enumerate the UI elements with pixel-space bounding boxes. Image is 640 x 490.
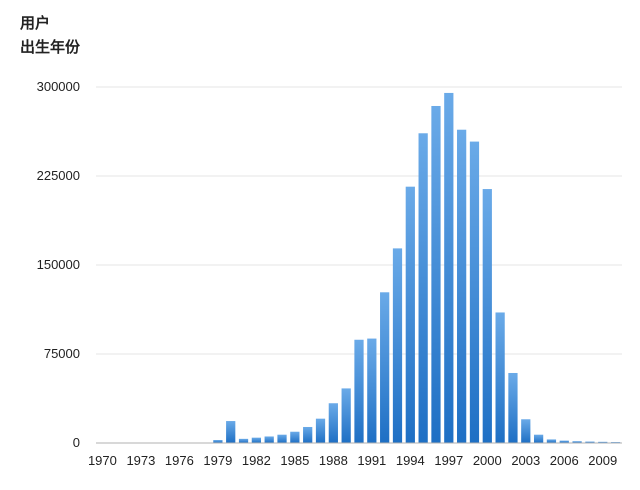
bar-2001 — [495, 312, 505, 443]
x-tick-label: 1991 — [357, 453, 386, 468]
x-tick-label: 2003 — [511, 453, 540, 468]
bar-1979 — [213, 440, 223, 443]
bar-1985 — [290, 431, 300, 443]
bar-layer — [97, 92, 621, 444]
grid-layer — [96, 86, 622, 355]
bar-1998 — [457, 129, 467, 443]
x-tick-label: 1970 — [88, 453, 117, 468]
x-tick-label: 1979 — [203, 453, 232, 468]
y-tick-label: 150000 — [37, 257, 80, 272]
x-tick-label: 2006 — [550, 453, 579, 468]
bar-1989 — [341, 388, 351, 443]
bar-1987 — [315, 418, 326, 443]
bar-1993 — [392, 248, 403, 443]
axis-layer: 0 75000 150000 225000 300000 1970 1973 1976 1979… — [37, 79, 622, 468]
x-tick-label: 1985 — [280, 453, 309, 468]
chart-title-line-1: 用户 — [20, 15, 51, 32]
x-tick-label: 1994 — [396, 453, 425, 468]
bar-2002 — [508, 372, 518, 443]
y-tick-label: 225000 — [37, 168, 80, 183]
bar-2004 — [533, 434, 544, 443]
bar-2009 — [598, 441, 608, 443]
x-tick-label: 2000 — [473, 453, 502, 468]
x-tick-label: 1982 — [242, 453, 271, 468]
x-tick-label: 1988 — [319, 453, 348, 468]
bar-2006 — [559, 440, 569, 443]
bar-2005 — [546, 439, 557, 443]
bar-2008 — [585, 441, 595, 443]
bar-1980 — [226, 421, 236, 443]
bar-1983 — [264, 436, 274, 443]
bar-1984 — [277, 434, 287, 443]
x-tick-label: 1973 — [126, 453, 155, 468]
bar-2007 — [572, 441, 582, 443]
bar-2003 — [521, 419, 531, 443]
x-tick-label: 2009 — [588, 453, 617, 468]
bar-1992 — [380, 292, 390, 443]
x-tick-label: 1997 — [434, 453, 463, 468]
chart-title-line-2: 出生年份 — [20, 39, 81, 56]
bar-1991 — [367, 338, 377, 443]
bar-1986 — [303, 426, 313, 443]
x-tick-label: 1976 — [165, 453, 194, 468]
bar-2000 — [482, 189, 492, 443]
bar-1988 — [328, 403, 338, 443]
bar-1996 — [431, 105, 441, 443]
bar-1997 — [444, 92, 454, 443]
y-tick-label: 75000 — [44, 346, 80, 361]
bar-1981 — [238, 438, 249, 443]
bar-1994 — [405, 186, 415, 443]
bar-1990 — [354, 339, 364, 443]
bar-1982 — [251, 437, 261, 443]
bar-1999 — [469, 141, 480, 443]
y-tick-label: 0 — [73, 435, 80, 450]
y-tick-label: 300000 — [37, 79, 80, 94]
bar-1995 — [418, 133, 428, 443]
